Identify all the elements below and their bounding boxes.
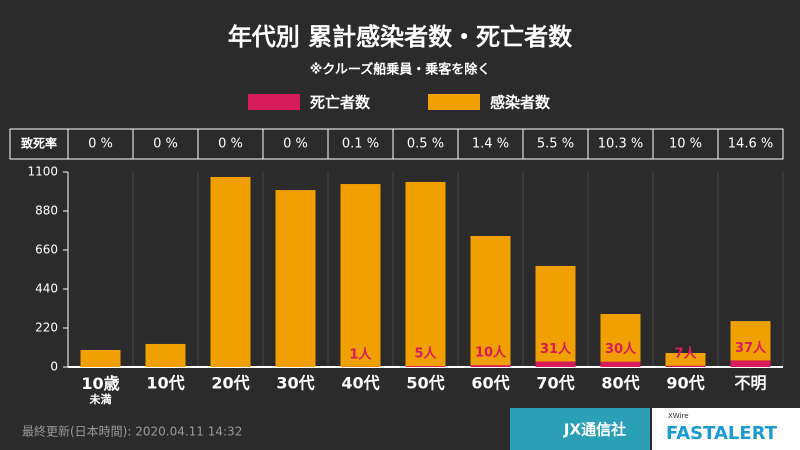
legend-swatch — [248, 94, 300, 110]
bar — [600, 313, 641, 367]
x-tick-label: 30代 — [276, 374, 314, 393]
rate-value: 1.4 % — [472, 137, 509, 152]
logo-box — [510, 408, 650, 450]
x-tick-label: 90代 — [666, 374, 704, 393]
legend-label: 死亡者数 — [310, 94, 371, 112]
rate-value: 0 % — [88, 137, 113, 152]
x-tick-label: 70代 — [536, 374, 574, 393]
bar — [665, 352, 706, 367]
logo-xwire: XWire — [668, 412, 689, 420]
rate-value: 0 % — [218, 137, 243, 152]
rate-value: 0.1 % — [342, 137, 379, 152]
rate-header: 致死率 — [21, 136, 57, 151]
bar — [405, 181, 446, 367]
data-label: 1人 — [349, 346, 372, 362]
data-label: 5人 — [414, 346, 437, 362]
data-label: 30人 — [605, 341, 637, 357]
rate-value: 5.5 % — [537, 137, 574, 152]
x-tick-label: 80代 — [601, 374, 639, 393]
y-tick-label: 660 — [35, 243, 58, 257]
bar — [145, 343, 186, 367]
rate-value: 0.5 % — [407, 137, 444, 152]
x-tick-label: 60代 — [471, 374, 509, 393]
logo-jx: JX通信社 — [563, 421, 626, 439]
rate-value: 0 % — [283, 137, 308, 152]
bar — [340, 184, 381, 367]
x-tick-label: 10代 — [146, 374, 184, 393]
rate-value: 14.6 % — [728, 137, 773, 152]
x-tick-label: 50代 — [406, 374, 444, 393]
legend-swatch — [428, 94, 480, 110]
y-tick-label: 1100 — [27, 165, 58, 179]
bar — [405, 366, 446, 367]
y-tick-label: 440 — [35, 282, 58, 296]
legend-label: 感染者数 — [490, 94, 551, 112]
rate-value: 10.3 % — [598, 137, 643, 152]
x-tick-label: 不明 — [734, 374, 766, 393]
data-label: 31人 — [540, 341, 572, 357]
rate-value: 0 % — [153, 137, 178, 152]
bar — [665, 365, 706, 367]
rate-row — [9, 128, 784, 160]
bar — [600, 361, 641, 367]
y-tick-label: 220 — [35, 321, 58, 335]
bar — [535, 361, 576, 367]
rate-value: 10 % — [669, 137, 702, 152]
data-label: 7人 — [674, 345, 697, 361]
bar — [80, 349, 121, 367]
bar — [470, 235, 511, 367]
x-tick-label: 40代 — [341, 374, 379, 393]
bar — [210, 176, 251, 367]
bar — [470, 365, 511, 367]
chart-title: 年代別 累計感染者数・死亡者数 — [228, 23, 573, 51]
bar — [535, 265, 576, 367]
logo-fastalert: FASTALERT — [666, 423, 778, 444]
bar — [275, 190, 316, 367]
x-tick-label: 20代 — [211, 374, 249, 393]
data-label: 10人 — [475, 345, 507, 361]
y-tick-label: 880 — [35, 204, 58, 218]
footer: 最終更新(日本時間): 2020.04.11 14:32 — [22, 424, 242, 439]
bar — [730, 321, 771, 367]
logo-box — [652, 408, 800, 450]
chart-subtitle: ※クルーズ船乗員・乗客を除く — [310, 62, 491, 78]
x-tick-label: 10歳未満 — [81, 374, 119, 407]
data-label: 37人 — [735, 340, 767, 356]
y-tick-label: 0 — [50, 360, 58, 374]
bar — [730, 360, 771, 367]
